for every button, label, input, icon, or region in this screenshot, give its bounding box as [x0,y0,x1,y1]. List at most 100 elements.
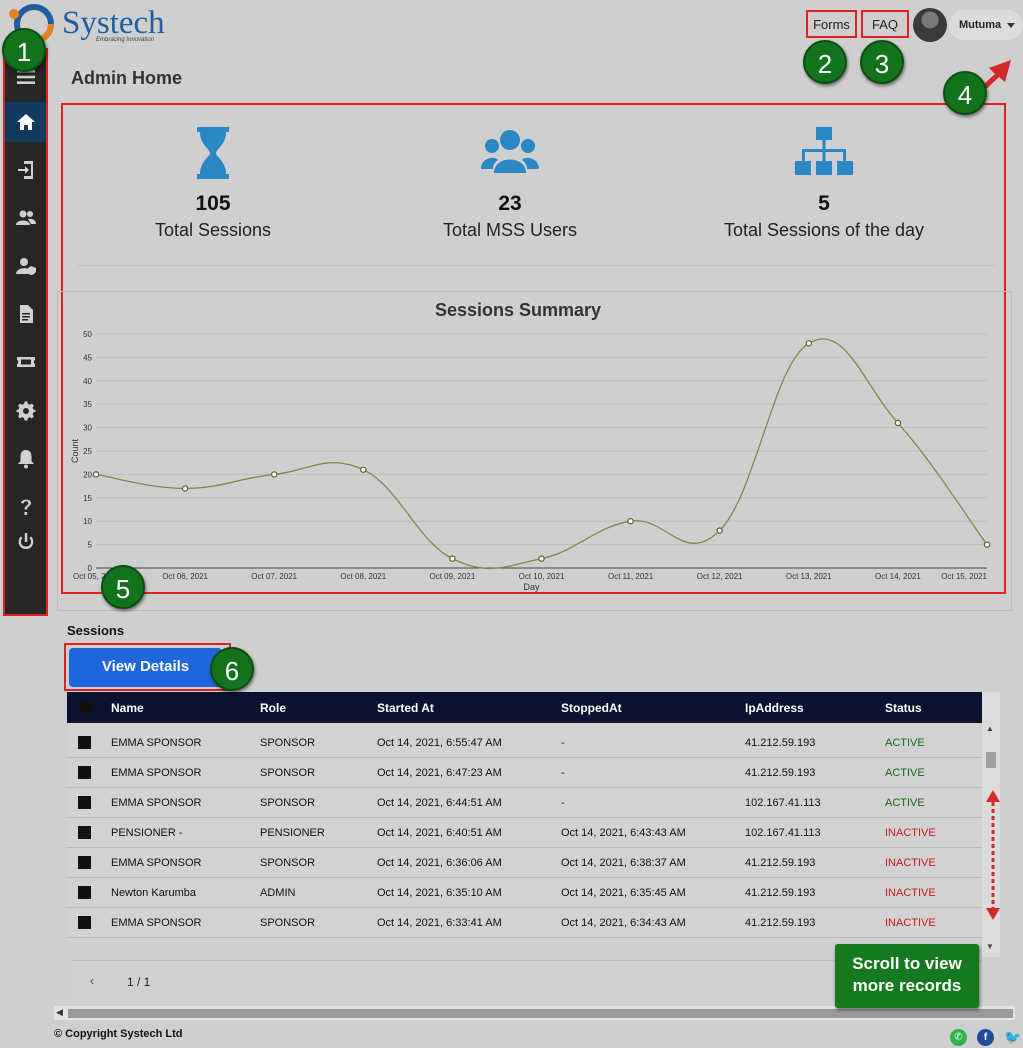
y-tick-label: 10 [83,517,92,526]
sidebar-item-home[interactable] [5,102,46,142]
data-point [983,541,991,548]
horizontal-scrollbar-thumb[interactable] [68,1009,1013,1018]
stats-divider [77,265,997,266]
sidebar-item-user-roles[interactable] [5,246,46,286]
row-checkbox[interactable] [78,766,91,779]
column-header-role[interactable]: Role [260,701,287,715]
x-tick-label: Oct 11, 2021 [608,572,654,581]
page-title: Admin Home [71,68,183,88]
table-header: Name Role Started At StoppedAt IpAddress… [67,692,982,723]
data-point [270,471,278,478]
view-details-button[interactable]: View Details [69,648,222,687]
y-tick-label: 30 [83,424,92,433]
column-header-status[interactable]: Status [885,701,922,715]
cell-stopped-at: - [561,797,565,809]
caret-down-icon [1007,23,1015,28]
column-header-name[interactable]: Name [111,701,144,715]
previous-page-button[interactable]: ‹ [89,973,95,988]
scroll-up-icon[interactable]: ▲ [986,724,994,733]
row-checkbox[interactable] [78,886,91,899]
avatar[interactable] [913,8,947,42]
cell-stopped-at: Oct 14, 2021, 6:43:43 AM [561,827,686,839]
data-point [449,555,456,562]
cell-status: INACTIVE [885,857,936,869]
cell-status: ACTIVE [885,797,925,809]
page-indicator: 1 / 1 [127,975,151,989]
stat-label: Total Sessions of the day [723,220,925,240]
users-group-icon [481,130,539,173]
row-checkbox[interactable] [78,736,91,749]
scrollbar-thumb[interactable] [986,752,996,768]
cell-ip-address: 41.212.59.193 [745,917,816,929]
sidebar-item-tickets[interactable] [5,342,46,382]
x-tick-label: Oct 13, 2021 [786,572,832,581]
row-checkbox[interactable] [78,826,91,839]
cell-name: EMMA SPONSOR [111,857,202,869]
row-checkbox[interactable] [78,916,91,929]
column-header-stopped-at[interactable]: StoppedAt [561,701,622,715]
data-point [181,485,189,492]
table-row[interactable]: EMMA SPONSOR SPONSOR Oct 14, 2021, 6:55:47… [67,728,982,758]
scroll-down-icon[interactable]: ▼ [986,942,994,951]
sidebar-item-documents[interactable] [5,294,46,334]
cell-status: INACTIVE [885,827,936,839]
facebook-icon[interactable]: f [977,1029,994,1046]
sidebar-item-logout[interactable] [5,522,46,562]
y-tick-label: 25 [83,447,92,456]
page-horizontal-scrollbar[interactable]: ◀ [54,1006,1015,1020]
document-icon [19,305,33,323]
sidebar-item-users[interactable] [5,198,46,238]
y-tick-label: 50 [83,330,92,339]
twitter-icon[interactable]: 🐦 [1004,1029,1022,1045]
sidebar-item-notifications[interactable] [5,439,46,479]
column-header-ip-address[interactable]: IpAddress [745,701,804,715]
copyright-text: © Copyright Systech Ltd [54,1028,183,1040]
y-tick-label: 40 [83,377,92,386]
cell-ip-address: 102.167.41.113 [745,797,821,809]
scroll-left-icon[interactable]: ◀ [56,1007,63,1017]
table-row[interactable]: PENSIONER - PENSIONER Oct 14, 2021, 6:40:5… [67,818,982,848]
select-all-checkbox[interactable] [78,701,91,714]
y-tick-label: 0 [88,564,93,573]
sidebar-item-login[interactable] [5,150,46,190]
table-vertical-scrollbar[interactable]: ▲ ▼ [982,692,1000,957]
cell-status: INACTIVE [885,917,936,929]
data-point [538,555,545,562]
table-row[interactable]: EMMA SPONSOR SPONSOR Oct 14, 2021, 6:47:23… [67,758,982,788]
annotation-badge-5: 5 [101,565,145,609]
sessions-summary-chart: 0 5 10 15 20 25 30 35 40 45 50 Oct 05, 2021 Oct 06, … [70,330,991,592]
hourglass-icon [197,127,229,179]
sidebar-item-settings[interactable] [5,391,46,431]
annotation-badge-4: 4 [943,71,987,115]
cell-stopped-at: Oct 14, 2021, 6:38:37 AM [561,857,686,869]
sitemap-icon [795,127,853,175]
table-row[interactable]: EMMA SPONSOR SPONSOR Oct 14, 2021, 6:33:41… [67,908,982,938]
row-checkbox[interactable] [78,796,91,809]
row-checkbox[interactable] [78,856,91,869]
table-row[interactable]: EMMA SPONSOR SPONSOR Oct 14, 2021, 6:36:06… [67,848,982,878]
users-icon [15,210,36,225]
x-tick-label: Oct 05, 2021 [73,572,119,581]
faq-link[interactable]: FAQ [861,10,909,38]
table-row[interactable]: Newton Karumba ADMIN Oct 14, 2021, 6:35:10… [67,878,982,908]
user-menu-dropdown[interactable]: Mutuma [949,10,1023,40]
stat-value: 105 [195,192,231,215]
annotation-badge-6: 6 [210,647,254,691]
cell-started-at: Oct 14, 2021, 6:44:51 AM [377,797,502,809]
cell-role: SPONSOR [260,737,316,749]
stat-value: 23 [498,192,522,215]
column-header-started-at[interactable]: Started At [377,701,434,715]
cell-status: INACTIVE [885,887,936,899]
y-tick-label: 15 [83,494,92,503]
data-point [92,471,100,478]
cell-role: SPONSOR [260,767,316,779]
table-pager: ‹ 1 / 1 [71,960,982,1000]
table-row[interactable]: EMMA SPONSOR SPONSOR Oct 14, 2021, 6:44:51… [67,788,982,818]
sidebar-item-help[interactable] [5,487,46,527]
cell-name: EMMA SPONSOR [111,917,202,929]
annotation-badge-3: 3 [860,40,904,84]
whatsapp-icon[interactable]: ✆ [950,1029,967,1046]
forms-link[interactable]: Forms [806,10,857,38]
cell-name: EMMA SPONSOR [111,797,202,809]
cell-ip-address: 41.212.59.193 [745,887,816,899]
